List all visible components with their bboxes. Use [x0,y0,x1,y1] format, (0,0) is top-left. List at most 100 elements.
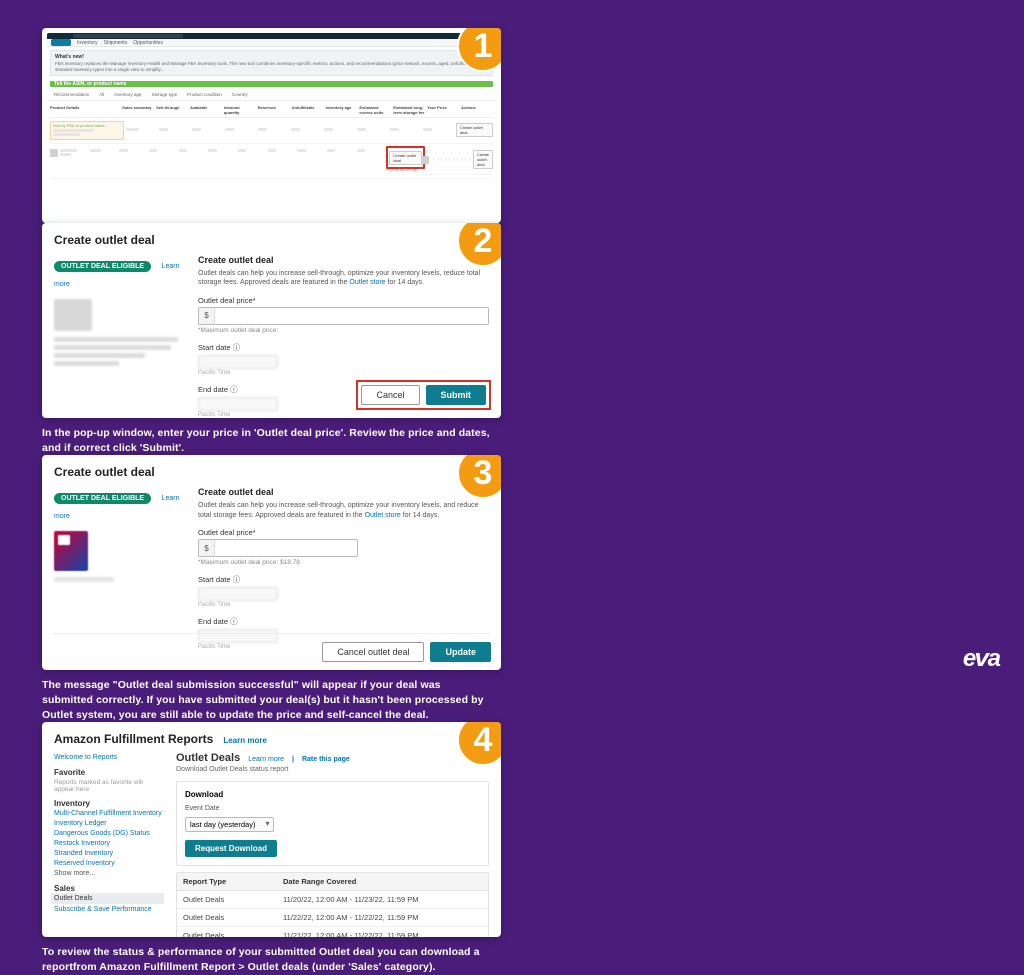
step-1-cell: 1 Inventory Shipments Opportunities What… [42,28,501,975]
reports-title: Amazon Fulfillment ReportsLearn more [54,732,489,746]
learn-more-link[interactable]: Learn more [248,756,284,763]
download-box: Download Event Date last day (yesterday)… [176,781,489,866]
submit-button[interactable]: Submit [426,385,487,405]
create-deal-button-highlighted[interactable]: Create outlet deal [389,151,422,165]
tab-age[interactable]: Inventory age [111,91,144,98]
th: Estimated excess units [359,105,391,115]
outlet-store-link[interactable]: Outlet store [349,279,385,286]
sidebar-item[interactable]: Stranded Inventory [54,848,164,858]
price-input[interactable] [215,308,488,324]
cancel-outlet-deal-button[interactable]: Cancel outlet deal [322,642,424,662]
th-date-range: Date Range Covered [277,873,488,890]
cell-type: Outlet Deals [177,891,277,908]
form-desc: Outlet deals can help you increase sell-… [198,269,489,288]
sidebar-item[interactable]: Multi-Channel Fulfillment Inventory [54,808,164,818]
product-thumb [54,299,92,331]
th: Actions [461,105,493,115]
main-subheading: Download Outlet Deals status report [176,766,489,773]
cell-range: 11/20/22, 12:00 AM - 11/23/22, 11:59 PM [277,891,488,908]
price-input[interactable] [215,540,357,556]
tab-all[interactable]: All [96,91,107,98]
inventory-table: Product Details Sales summary Sell-throu… [47,101,496,180]
price-label: Outlet deal price* [198,528,489,537]
popup-form: Create outlet deal Outlet deals can help… [198,487,489,650]
form-heading: Create outlet deal [198,255,489,265]
request-download-button[interactable]: Request Download [185,840,277,857]
nav-inventory[interactable]: Inventory [77,40,98,46]
sidebar-item[interactable]: Subscribe & Save Performance [54,904,164,914]
product-thumb [54,531,88,571]
table-header: Product Details Sales summary Sell-throu… [50,103,493,118]
popup-title: Create outlet deal [54,465,489,479]
step-2-caption: In the pop-up window, enter your price i… [42,426,501,455]
max-price-hint: *Maximum outlet deal price: $18.78 [198,559,489,566]
start-date-value [198,587,278,601]
start-date-value [198,355,278,369]
tab-recommendation[interactable]: Recommendation [51,91,92,98]
start-date-label: Start date ⓘ [198,342,489,353]
end-date-value [198,397,278,411]
tab-condition[interactable]: Product condition [184,91,225,98]
price-input-group: $ [198,539,358,557]
popup-left-panel: OUTLET DEAL ELIGIBLE Learn more [54,255,184,418]
sidebar-item[interactable]: Dangerous Goods (DG) Status [54,828,164,838]
search-bar[interactable]: Tell the ASIN, or product name [50,81,493,87]
outlet-store-link[interactable]: Outlet store [365,512,401,519]
th: Estimated long-term storage fee [393,105,425,115]
th: Available [190,105,222,115]
sidebar-fav-heading: Favorite [54,768,164,777]
sidebar-show-more[interactable]: Show more... [54,868,164,878]
th: Sales summary [122,105,154,115]
cancel-button[interactable]: Cancel [361,385,419,405]
step-2-cell: 2 Create outlet deal OUTLET DEAL ELIGIBL… [42,223,501,455]
inventory-screenshot: 1 Inventory Shipments Opportunities What… [42,28,501,223]
create-deal-button[interactable]: Create outlet deal [456,123,493,137]
eligible-pill: OUTLET DEAL ELIGIBLE [54,493,151,504]
rate-page-link[interactable]: Rate this page [302,756,350,763]
th: Your Price [427,105,459,115]
update-button[interactable]: Update [430,642,491,662]
sidebar-item[interactable]: Restock Inventory [54,838,164,848]
tab-storage[interactable]: Storage type [149,91,181,98]
step-3-caption: The message "Outlet deal submission succ… [42,678,501,722]
event-date-label: Event Date [185,805,480,812]
cell-type: Outlet Deals [177,909,277,926]
step-4-caption: To review the status & performance of yo… [42,945,501,974]
th: Sell-through [156,105,188,115]
popup-footer: Cancel outlet deal Update [52,633,491,662]
sidebar-item[interactable]: Inventory Ledger [54,818,164,828]
banner-text: FBA inventory replaces the Manage Invent… [55,61,488,72]
sc-nav: Inventory Shipments Opportunities [47,39,496,47]
th: Unfulfillable [292,105,324,115]
th: Inbound quantity [224,105,256,115]
currency-prefix: $ [199,308,215,324]
step-4-cell: 4 Amazon Fulfillment ReportsLearn more W… [42,722,501,974]
form-heading: Create outlet deal [198,487,489,497]
popup-footer-highlighted: Cancel Submit [356,380,491,410]
nav-shipments[interactable]: Shipments [104,40,128,46]
create-deal-button[interactable]: Create outlet deal [473,150,493,169]
search-hint: Tell the ASIN, or product name [54,81,127,87]
th: Product Details [50,105,120,115]
cell-type: Outlet Deals [177,927,277,937]
download-title: Download [185,790,480,799]
create-deal-popup-submit: 2 Create outlet deal OUTLET DEAL ELIGIBL… [42,223,501,418]
sidebar-item[interactable]: Reserved Inventory [54,858,164,868]
table-row: Outlet Deals 11/20/22, 12:00 AM - 11/23/… [177,891,488,909]
timezone: Pacific Time [198,412,489,418]
max-price-hint: *Maximum outlet deal price: [198,327,489,334]
whats-new-banner: What's new! FBA inventory replaces the M… [50,50,493,76]
learn-more-link[interactable]: Learn more [223,736,267,745]
nav-opportunities[interactable]: Opportunities [133,40,163,46]
tab-country[interactable]: Country [229,91,251,98]
table-row-hint: Sort by FBA or product name... Create ou… [50,118,493,143]
th: Reserved [258,105,290,115]
event-date-select[interactable]: last day (yesterday) [185,817,274,832]
sidebar-outlet-deals-selected[interactable]: Outlet Deals [51,893,164,904]
sidebar-inventory-heading: Inventory [54,799,164,808]
table-row: Outlet Deals 11/21/22, 12:00 AM - 11/22/… [177,927,488,937]
sidebar-welcome[interactable]: Welcome to Reports [54,752,164,762]
reports-sidebar: Welcome to Reports Favorite Reports mark… [54,752,164,937]
th: Inventory age [326,105,358,115]
reports-main: Outlet DealsLearn more|Rate this page Do… [176,752,489,937]
